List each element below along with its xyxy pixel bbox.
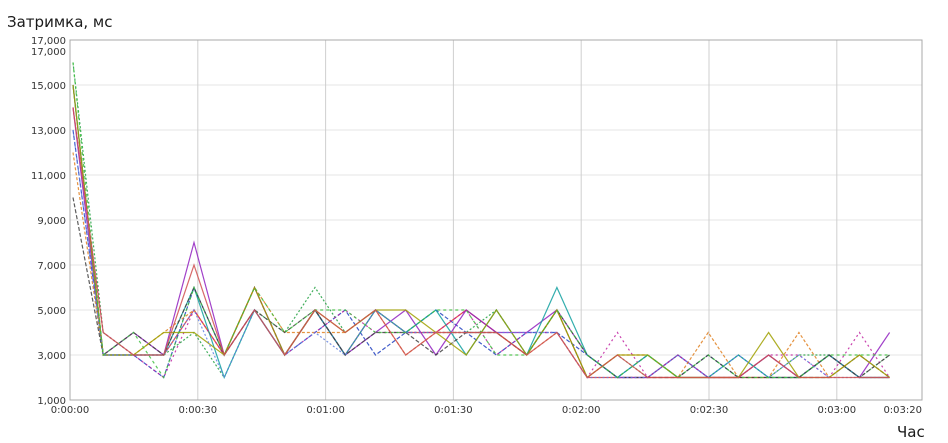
series-line-10 — [72, 129, 890, 379]
y-tick-label: 13,000 — [31, 126, 66, 137]
x-tick-labels: 0:00:00 0:00:30 0:01:00 0:01:30 0:02:00 0:02:… — [51, 405, 922, 416]
series-layer — [72, 62, 891, 380]
series-line-8 — [72, 197, 890, 379]
x-tick-label: 0:00:30 — [179, 405, 218, 416]
y-tick-label: 11,000 — [31, 171, 66, 182]
x-tick-label: 0:01:30 — [434, 405, 473, 416]
x-tick-label: 0:02:30 — [690, 405, 729, 416]
y-tick-label: 3,000 — [37, 351, 66, 362]
y-tick-label: 17,000 — [31, 47, 66, 58]
x-tick-label: 0:03:20 — [883, 405, 922, 416]
y-tick-label: 5,000 — [37, 306, 66, 317]
series-line-7 — [72, 107, 891, 379]
y-tick-label: 1,000 — [37, 396, 66, 407]
x-tick-label: 0:00:00 — [51, 405, 90, 416]
series-line-9 — [72, 84, 890, 379]
series-line-4 — [72, 107, 891, 379]
y-tick-label: 17,000 — [31, 36, 66, 47]
x-axis-label: Час — [897, 423, 925, 441]
x-tick-label: 0:03:00 — [818, 405, 857, 416]
x-tick-label: 0:01:00 — [306, 405, 345, 416]
grid-lines — [70, 40, 922, 400]
y-tick-label: 15,000 — [31, 81, 66, 92]
y-tick-label: 9,000 — [37, 216, 66, 227]
y-axis-label: Затримка, мс — [7, 13, 112, 31]
series-line-12 — [72, 107, 890, 379]
series-line-3 — [72, 62, 890, 379]
series-line-2 — [72, 129, 890, 379]
y-tick-label: 7,000 — [37, 261, 66, 272]
x-tick-label: 0:02:00 — [562, 405, 601, 416]
y-tick-labels: 1,000 3,000 5,000 7,000 9,000 11,000 13,000 15,… — [31, 36, 66, 407]
plot-area-border — [69, 39, 923, 401]
